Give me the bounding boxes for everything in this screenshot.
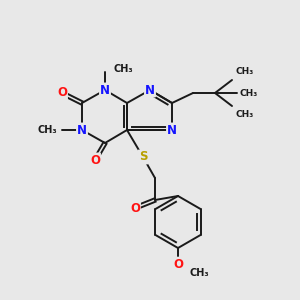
Text: CH₃: CH₃ [235, 110, 253, 119]
Text: N: N [100, 83, 110, 97]
Text: CH₃: CH₃ [235, 67, 253, 76]
Text: N: N [145, 83, 155, 97]
Text: O: O [90, 154, 100, 166]
Text: CH₃: CH₃ [113, 64, 133, 74]
Text: O: O [173, 259, 183, 272]
Text: CH₃: CH₃ [190, 268, 210, 278]
Text: O: O [57, 86, 67, 100]
Text: CH₃: CH₃ [38, 125, 57, 135]
Text: S: S [139, 151, 147, 164]
Text: CH₃: CH₃ [240, 88, 258, 98]
Text: O: O [130, 202, 140, 214]
Text: N: N [167, 124, 177, 136]
Text: N: N [77, 124, 87, 136]
